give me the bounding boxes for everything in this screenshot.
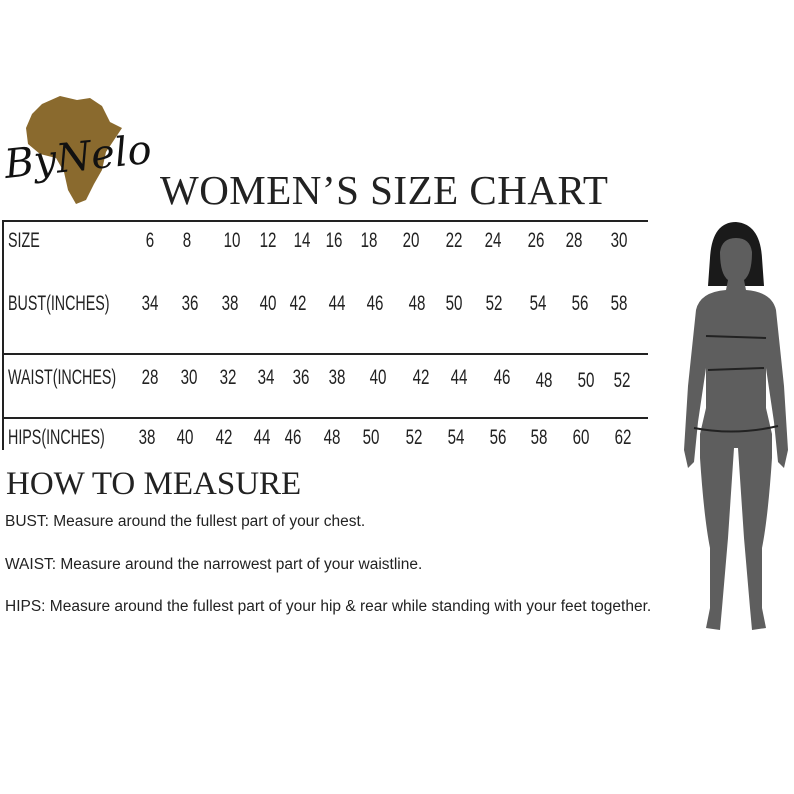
svg-text:ByNelo: ByNelo [2,127,152,188]
waist-cell: 36 [292,366,310,389]
size-cell: 30 [610,229,628,252]
bust-cell: 44 [328,292,346,315]
waist-cell: 38 [328,366,346,389]
size-cell: 26 [527,229,545,252]
bust-cell: 54 [529,292,547,315]
size-cell: 10 [223,229,241,252]
bust-cell: 38 [221,292,239,315]
measurement-lines [693,335,779,433]
hips-cell: 58 [530,426,548,449]
size-cell: 22 [445,229,463,252]
table-top-rule [2,220,648,222]
page-title: WOMEN’S SIZE CHART [160,167,609,213]
waist-cell: 44 [450,366,468,389]
hips-cell: 48 [323,426,341,449]
bust-cell: 40 [259,292,277,315]
size-cell: 12 [259,229,277,252]
hips-row-label: HIPS(INCHES) [8,426,105,449]
bust-cell: 56 [571,292,589,315]
waist-cell: 52 [613,369,631,392]
bust-cell: 52 [485,292,503,315]
waist-instruction: WAIST: Measure around the narrowest part… [5,556,423,573]
waist-cell: 30 [180,366,198,389]
size-cell: 6 [145,229,155,252]
size-cell: 18 [360,229,378,252]
table-rule-waist [2,353,648,355]
waist-row-label: WAIST(INCHES) [8,366,117,389]
waist-cell: 34 [257,366,275,389]
body-silhouette [684,238,788,630]
waist-cell: 42 [412,366,430,389]
bust-cell: 48 [408,292,426,315]
size-cell: 8 [182,229,192,252]
waist-cell: 48 [535,369,553,392]
bust-row-label: BUST(INCHES) [8,292,110,315]
hips-cell: 52 [405,426,423,449]
bynelo-logo: ByNelo [2,96,152,204]
size-cell: 28 [565,229,583,252]
bust-cell: 58 [610,292,628,315]
waist-cell: 40 [369,366,387,389]
waist-cell: 46 [493,366,511,389]
how-to-measure-heading: HOW TO MEASURE [6,466,302,502]
size-table: SIZE 6 8 10 12 14 16 18 20 22 24 26 28 30 BUST(INCHES)… [0,221,660,450]
waist-cell: 32 [219,366,237,389]
size-cell: 24 [484,229,502,252]
table-rule-hips [2,417,648,419]
bust-cell: 46 [366,292,384,315]
waist-cell: 28 [141,366,159,389]
size-row-label: SIZE [8,229,40,252]
hips-cell: 38 [138,426,156,449]
bust-cell: 36 [181,292,199,315]
size-cell: 16 [325,229,343,252]
hips-cell: 40 [176,426,194,449]
hips-cell: 44 [253,426,271,449]
africa-map-icon [26,96,122,204]
hips-cell: 60 [572,426,590,449]
bust-cell: 34 [141,292,159,315]
body-measurement-figure [684,222,788,630]
table-left-rule [2,221,4,450]
size-cell: 14 [293,229,311,252]
hips-cell: 54 [447,426,465,449]
size-cell: 20 [402,229,420,252]
hips-cell: 42 [215,426,233,449]
hips-cell: 56 [489,426,507,449]
waist-cell: 50 [577,369,595,392]
hips-cell: 46 [284,426,302,449]
bust-instruction: BUST: Measure around the fullest part of… [5,513,366,530]
bust-cell: 42 [289,292,307,315]
bust-cell: 50 [445,292,463,315]
hips-cell: 50 [362,426,380,449]
hips-cell: 62 [614,426,632,449]
hips-instruction: HIPS: Measure around the fullest part of… [5,598,652,615]
